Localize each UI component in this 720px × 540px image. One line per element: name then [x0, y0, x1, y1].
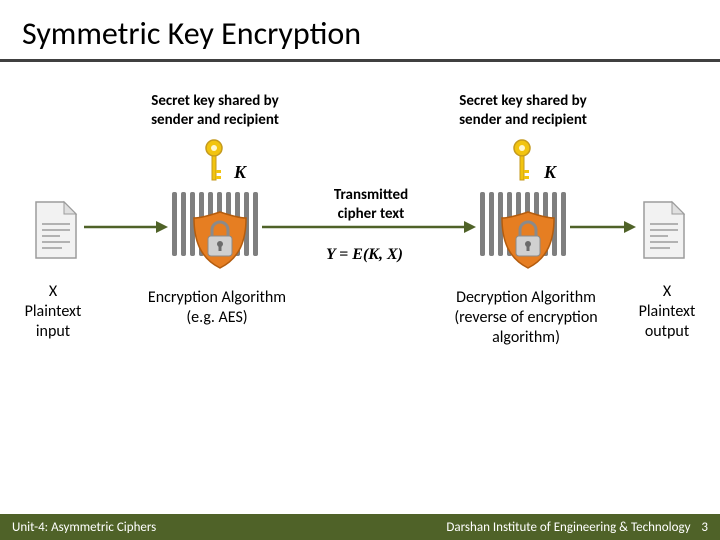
k-label-right: K	[544, 162, 556, 183]
decryption-algorithm-label: Decryption Algorithm(reverse of encrypti…	[426, 288, 626, 348]
lock-shield-left	[190, 210, 250, 270]
key-icon-right	[510, 138, 534, 186]
encryption-algorithm-label: Encryption Algorithm(e.g. AES)	[122, 288, 312, 328]
document-icon-input	[32, 200, 80, 260]
title-underline	[0, 59, 720, 62]
diagram-area: Secret key shared bysender and recipient…	[0, 70, 720, 470]
plaintext-output-label: XPlaintextoutput	[622, 282, 712, 342]
equation: Y = E(K, X)	[326, 246, 403, 264]
page-title: Symmetric Key Encryption	[0, 0, 720, 59]
arrow-input-to-enc	[84, 220, 168, 234]
footer-left: Unit-4: Asymmetric Ciphers	[12, 520, 156, 535]
document-icon-output	[640, 200, 688, 260]
footer: Unit-4: Asymmetric Ciphers Darshan Insti…	[0, 514, 720, 540]
key-label-right: Secret key shared bysender and recipient	[428, 92, 618, 130]
arrow-enc-to-dec	[262, 220, 476, 234]
transmitted-label: Transmittedcipher text	[316, 186, 426, 224]
footer-right-wrap: Darshan Institute of Engineering & Techn…	[446, 520, 708, 535]
slide-number: 3	[701, 520, 708, 535]
key-label-left: Secret key shared bysender and recipient	[120, 92, 310, 130]
lock-shield-right	[498, 210, 558, 270]
arrow-dec-to-output	[570, 220, 636, 234]
k-label-left: K	[234, 162, 246, 183]
footer-right: Darshan Institute of Engineering & Techn…	[446, 520, 690, 535]
key-icon-left	[202, 138, 226, 186]
plaintext-input-label: XPlaintextinput	[8, 282, 98, 342]
